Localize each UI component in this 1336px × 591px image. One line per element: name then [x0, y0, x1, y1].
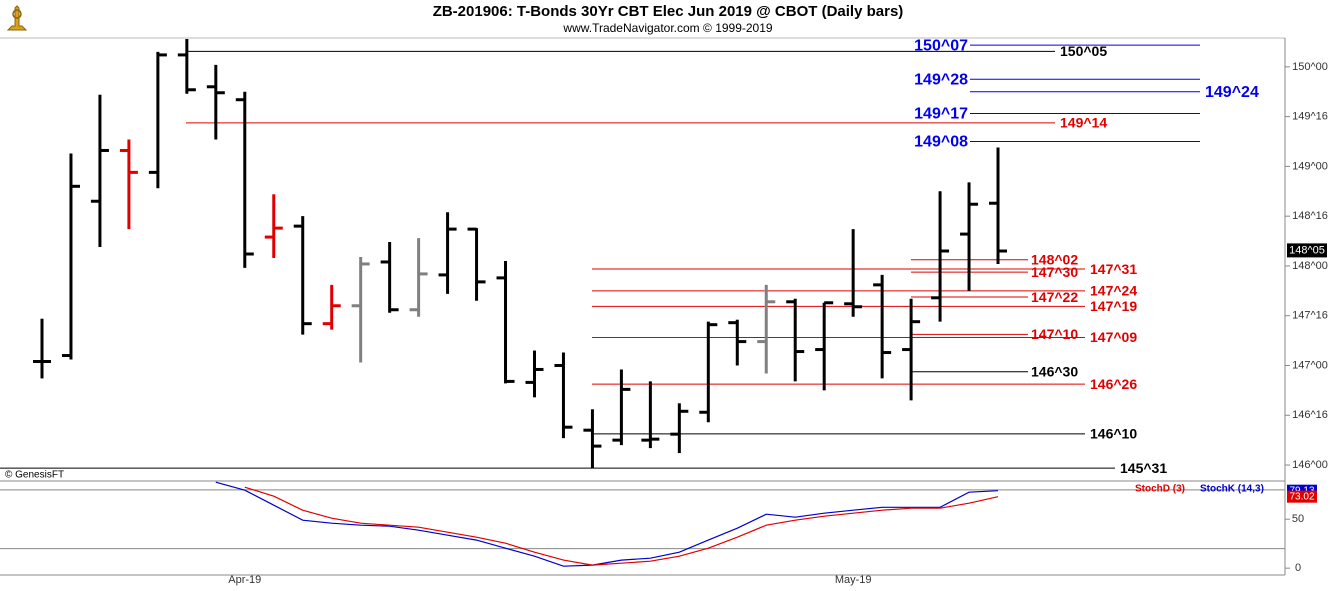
- legend-entry: StochK (14,3): [1200, 484, 1264, 495]
- y-tick-label: 0: [1295, 562, 1301, 574]
- credit: © GenesisFT: [5, 470, 64, 481]
- value-box: [1287, 490, 1317, 503]
- y-tick-label: 148^16: [1292, 210, 1328, 222]
- stoch-line: [244, 486, 999, 566]
- level-label: 147^24: [1090, 283, 1137, 299]
- level-label: 145^31: [1120, 460, 1167, 476]
- y-tick-label: 148^00: [1292, 260, 1328, 272]
- last-price-label: 148^05: [1289, 244, 1325, 256]
- y-tick-label: 149^16: [1292, 111, 1328, 123]
- level-label: 149^08: [914, 134, 968, 151]
- y-tick-label: 150^00: [1292, 61, 1328, 73]
- level-label: 147^10: [1031, 326, 1078, 342]
- level-label: 149^28: [914, 72, 968, 89]
- logo: [6, 5, 28, 31]
- level-label: 147^30: [1031, 264, 1078, 280]
- y-tick-label: 149^00: [1292, 160, 1328, 172]
- x-tick-label: May-19: [835, 574, 872, 586]
- chart-title: ZB-201906: T-Bonds 30Yr CBT Elec Jun 201…: [433, 3, 904, 20]
- y-tick-label: 147^16: [1292, 310, 1328, 322]
- level-label: 149^24: [1205, 84, 1259, 101]
- level-label: 146^30: [1031, 363, 1078, 379]
- level-label: 146^26: [1090, 376, 1137, 392]
- chart-subtitle: www.TradeNavigator.com © 1999-2019: [562, 21, 772, 35]
- level-label: 146^10: [1090, 426, 1137, 442]
- level-label: 150^07: [914, 37, 968, 54]
- y-tick-label: 50: [1292, 513, 1304, 525]
- level-label: 149^17: [914, 106, 968, 123]
- level-label: 147^31: [1090, 261, 1137, 277]
- stoch-line: [215, 481, 999, 567]
- y-tick-label: 146^00: [1292, 459, 1328, 471]
- level-label: 147^09: [1090, 329, 1137, 345]
- level-label: 147^19: [1090, 298, 1137, 314]
- level-label: 150^05: [1060, 43, 1107, 59]
- y-tick-label: 147^00: [1292, 359, 1328, 371]
- legend-entry: StochD (3): [1135, 484, 1185, 495]
- value-box-label: 73.02: [1289, 491, 1314, 502]
- level-label: 147^22: [1031, 289, 1078, 305]
- y-tick-label: 146^16: [1292, 409, 1328, 421]
- last-price-box: [1287, 243, 1327, 258]
- x-tick-label: Apr-19: [228, 574, 261, 586]
- level-label: 149^14: [1060, 115, 1107, 131]
- level-label: 148^02: [1031, 251, 1078, 267]
